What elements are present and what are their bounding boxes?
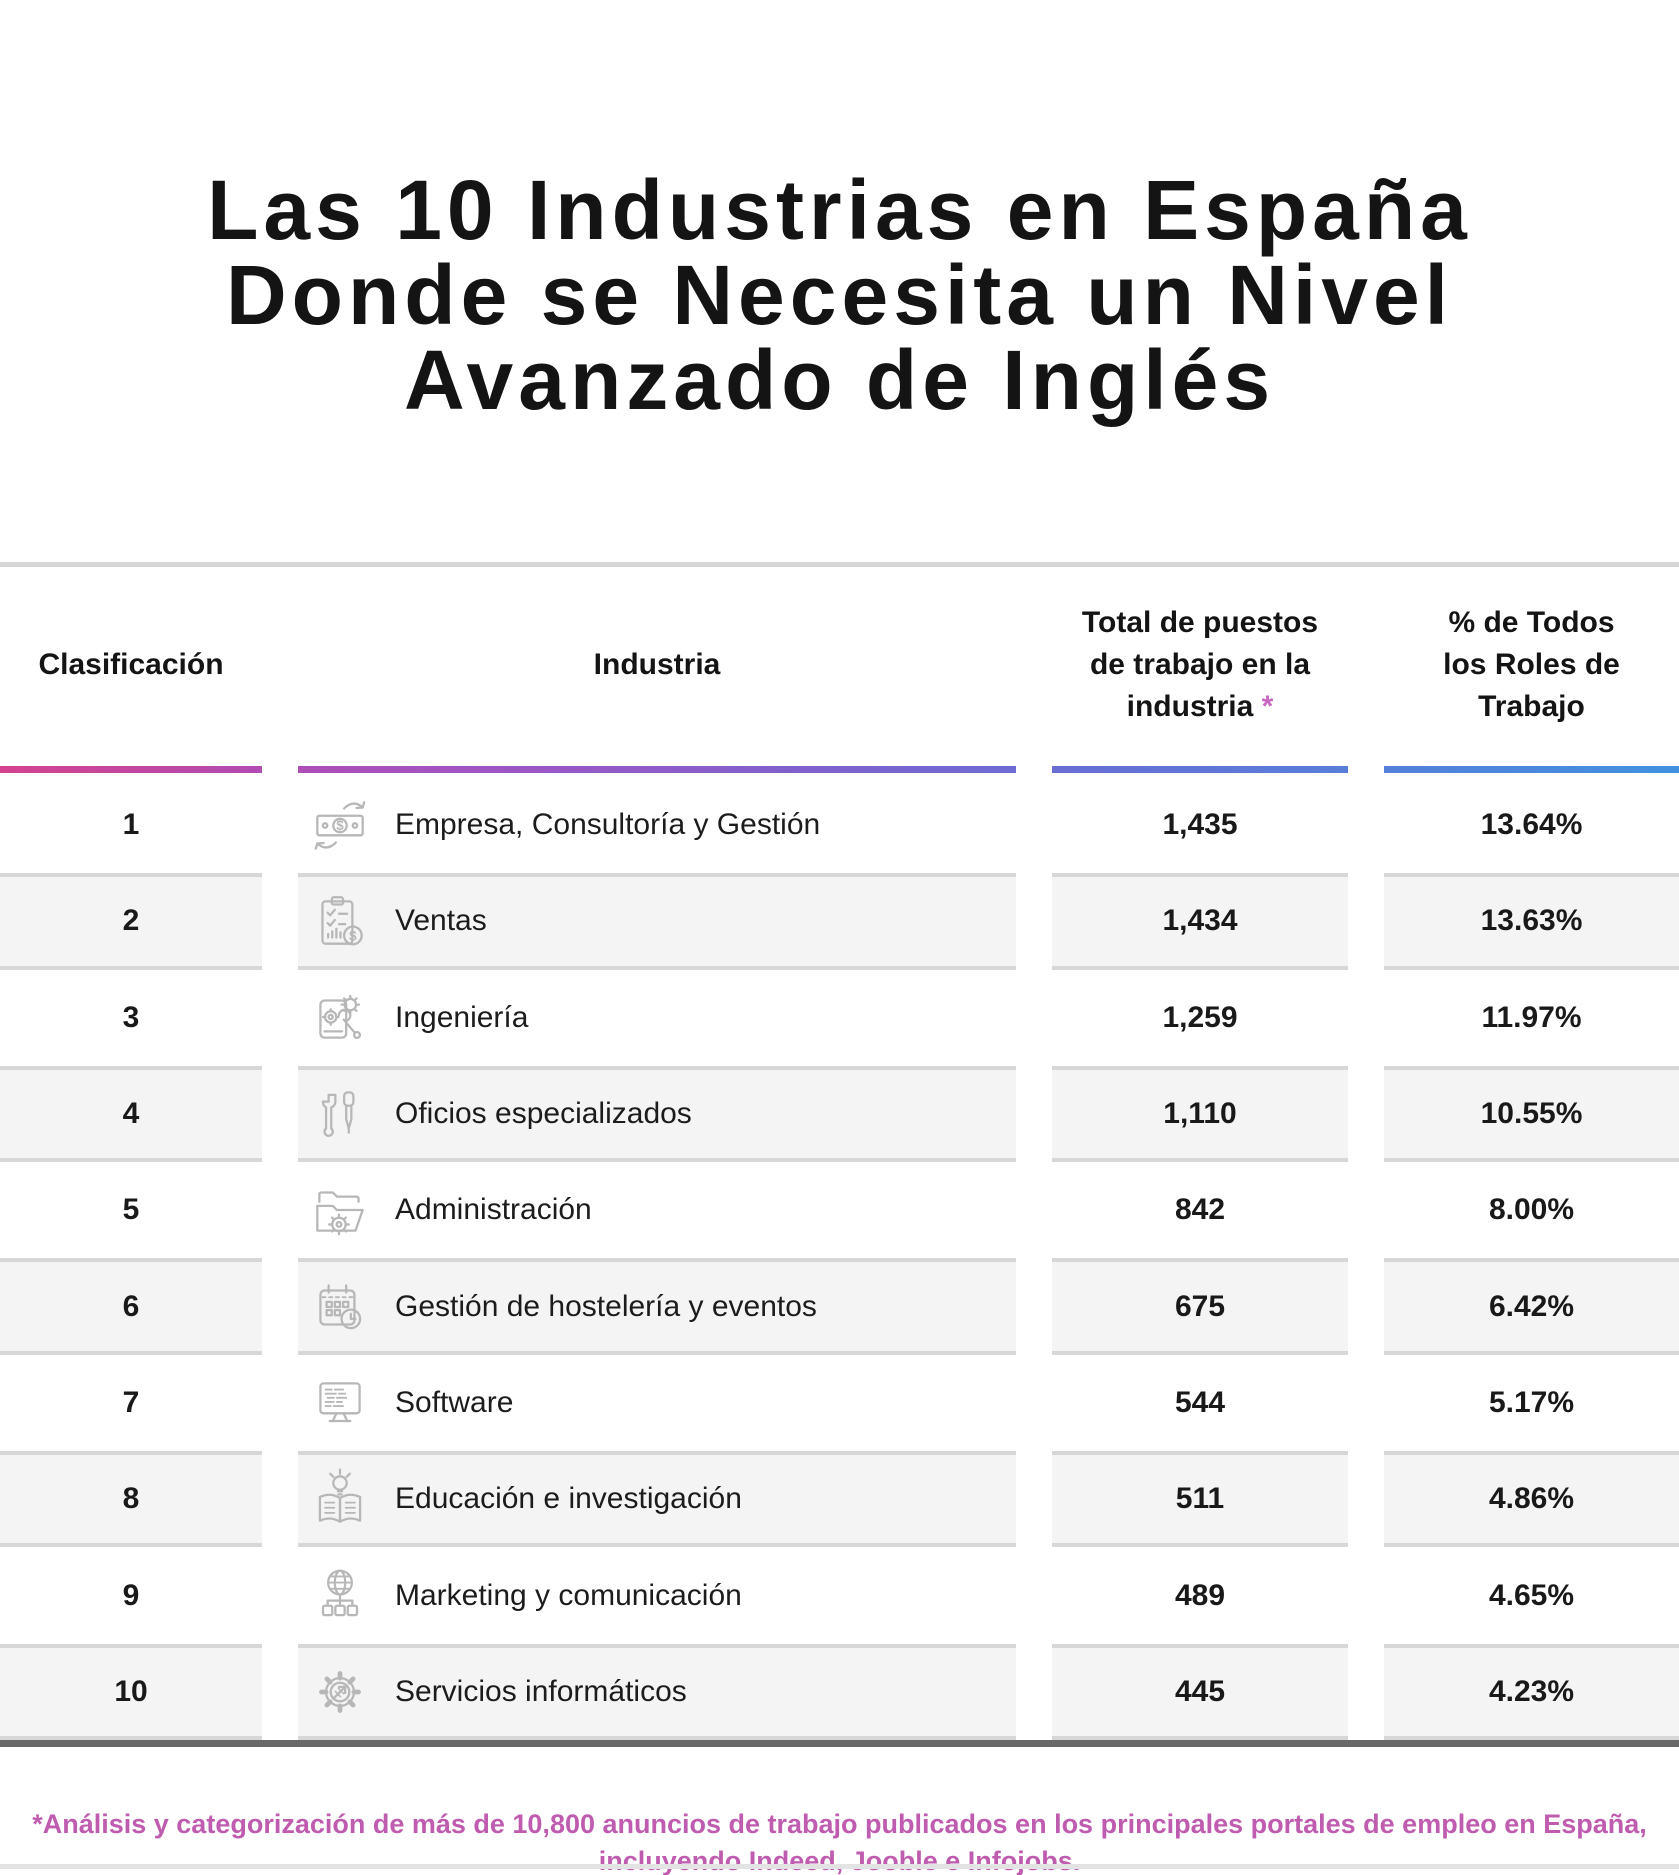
folder-gear-icon — [307, 1177, 373, 1243]
rank-cell: 2 — [0, 873, 262, 970]
top-divider — [0, 562, 1679, 567]
industry-cell: Marketing y comunicación — [298, 1547, 1016, 1643]
rank-cell: 7 — [122, 1385, 140, 1419]
tools-icon — [307, 1081, 373, 1147]
percent-cell: 13.63% — [1384, 873, 1679, 970]
gear-pencil-icon — [307, 1659, 373, 1725]
engineering-icon — [307, 985, 373, 1051]
industry-label: Oficios especializados — [395, 1097, 692, 1131]
industry-cell: Ventas — [298, 873, 1016, 970]
rank-cell: 10 — [0, 1643, 262, 1740]
header-total-asterisk: * — [1261, 690, 1274, 723]
industry-cell: Administración — [298, 1162, 1016, 1258]
underline-gap — [1016, 766, 1052, 773]
industry-label: Ingeniería — [395, 1000, 529, 1034]
total-cell: 489 — [1174, 1578, 1226, 1612]
underline-gap — [262, 766, 298, 773]
page-bottom-divider — [0, 1864, 1679, 1869]
header-industry: Industria — [593, 648, 721, 681]
industry-cell: Empresa, Consultoría y Gestión — [298, 777, 1016, 873]
industry-cell: Gestión de hostelería y eventos — [298, 1258, 1016, 1355]
table-bottom-divider — [0, 1740, 1679, 1747]
percent-cell: 8.00% — [1488, 1193, 1575, 1227]
calendar-clock-icon — [307, 1274, 373, 1340]
industry-cell: Educación e investigación — [298, 1451, 1016, 1548]
header-percent: % de Todos los Roles de Trabajo — [1443, 606, 1620, 723]
percent-cell: 5.17% — [1488, 1385, 1575, 1419]
rank-cell: 1 — [122, 808, 140, 842]
total-cell: 675 — [1052, 1258, 1348, 1355]
total-cell: 842 — [1174, 1193, 1226, 1227]
industry-cell: Software — [298, 1355, 1016, 1451]
rank-cell: 3 — [122, 1000, 140, 1034]
money-exchange-icon — [307, 792, 373, 858]
industry-cell: Servicios informáticos — [298, 1643, 1016, 1740]
total-cell: 1,434 — [1052, 873, 1348, 970]
industry-cell: Ingeniería — [298, 970, 1016, 1066]
industry-label: Software — [395, 1385, 514, 1419]
industry-label: Educación e investigación — [395, 1482, 742, 1516]
industry-label: Gestión de hostelería y eventos — [395, 1289, 817, 1323]
header-total-text: Total de puestos de trabajo en la indust… — [1081, 606, 1319, 723]
rank-cell: 4 — [0, 1065, 262, 1163]
table-header: Clasificación Industria Total de puestos… — [0, 572, 1679, 758]
percent-cell: 6.42% — [1384, 1258, 1679, 1355]
industry-label: Marketing y comunicación — [395, 1578, 742, 1612]
book-lightbulb-icon — [307, 1466, 373, 1532]
industry-label: Servicios informáticos — [395, 1674, 687, 1708]
rank-cell: 8 — [0, 1451, 262, 1548]
percent-cell: 13.64% — [1480, 808, 1583, 842]
rank-cell: 9 — [122, 1578, 140, 1612]
page-title: Las 10 Industrias en España Donde se Nec… — [207, 163, 1472, 428]
total-cell: 445 — [1052, 1643, 1348, 1740]
underline-gap — [1348, 766, 1384, 773]
industry-label: Ventas — [395, 904, 487, 938]
total-cell: 511 — [1052, 1451, 1348, 1548]
industry-label: Empresa, Consultoría y Gestión — [395, 808, 821, 842]
column-underline-gradient — [0, 766, 1679, 773]
header-total: Total de puestos de trabajo en la indust… — [1052, 602, 1348, 728]
footnote: *Análisis y categorización de más de 10,… — [32, 1809, 1647, 1875]
table-body: 1 Empresa, Consultoría y Gestión 1,435 1… — [0, 777, 1679, 1740]
industry-label: Administración — [395, 1193, 592, 1227]
rank-cell: 5 — [122, 1193, 140, 1227]
percent-cell: 4.86% — [1384, 1451, 1679, 1548]
percent-cell: 11.97% — [1481, 1000, 1582, 1034]
total-cell: 1,259 — [1162, 1000, 1238, 1034]
percent-cell: 4.65% — [1488, 1578, 1575, 1612]
monitor-code-icon — [307, 1370, 373, 1436]
percent-cell: 10.55% — [1384, 1065, 1679, 1163]
total-cell: 1,435 — [1162, 808, 1238, 842]
sales-clipboard-icon — [307, 888, 373, 954]
rank-cell: 6 — [0, 1258, 262, 1355]
industry-cell: Oficios especializados — [298, 1065, 1016, 1163]
percent-cell: 4.23% — [1384, 1643, 1679, 1740]
globe-network-icon — [307, 1563, 373, 1629]
header-rank: Clasificación — [38, 648, 224, 681]
total-cell: 544 — [1174, 1385, 1226, 1419]
total-cell: 1,110 — [1052, 1065, 1348, 1163]
